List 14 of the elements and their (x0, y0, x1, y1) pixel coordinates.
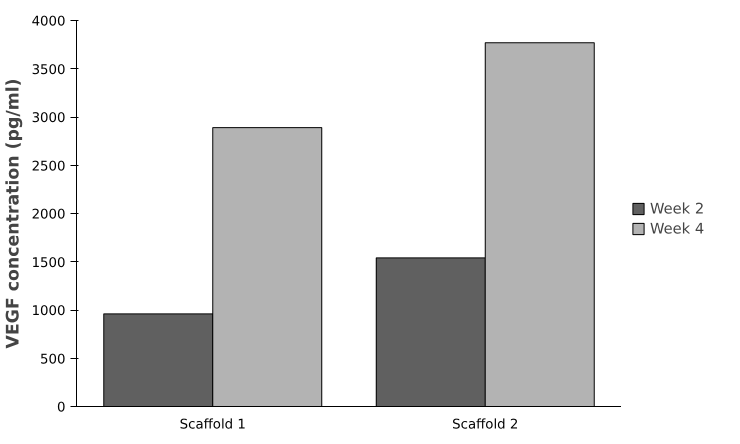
legend-label: Week 2 (650, 200, 704, 217)
y-tick-label: 1000 (32, 304, 66, 319)
y-tick-label: 1500 (32, 256, 66, 271)
y-tick-label: 500 (40, 352, 66, 368)
y-axis-title: VEGF concentration (pg/ml) (4, 78, 24, 349)
y-tick-label: 4000 (32, 14, 66, 30)
y-tick-label: 3000 (32, 111, 66, 126)
x-tick-label: Scaffold 2 (452, 418, 518, 432)
y-tick-label: 2000 (32, 208, 66, 222)
y-tick-label: 0 (57, 400, 66, 416)
x-tick-label: Scaffold 1 (180, 418, 246, 432)
legend-label: Week 4 (650, 220, 704, 237)
y-tick-label: 3500 (32, 62, 66, 78)
y-tick-label: 2500 (32, 159, 66, 174)
